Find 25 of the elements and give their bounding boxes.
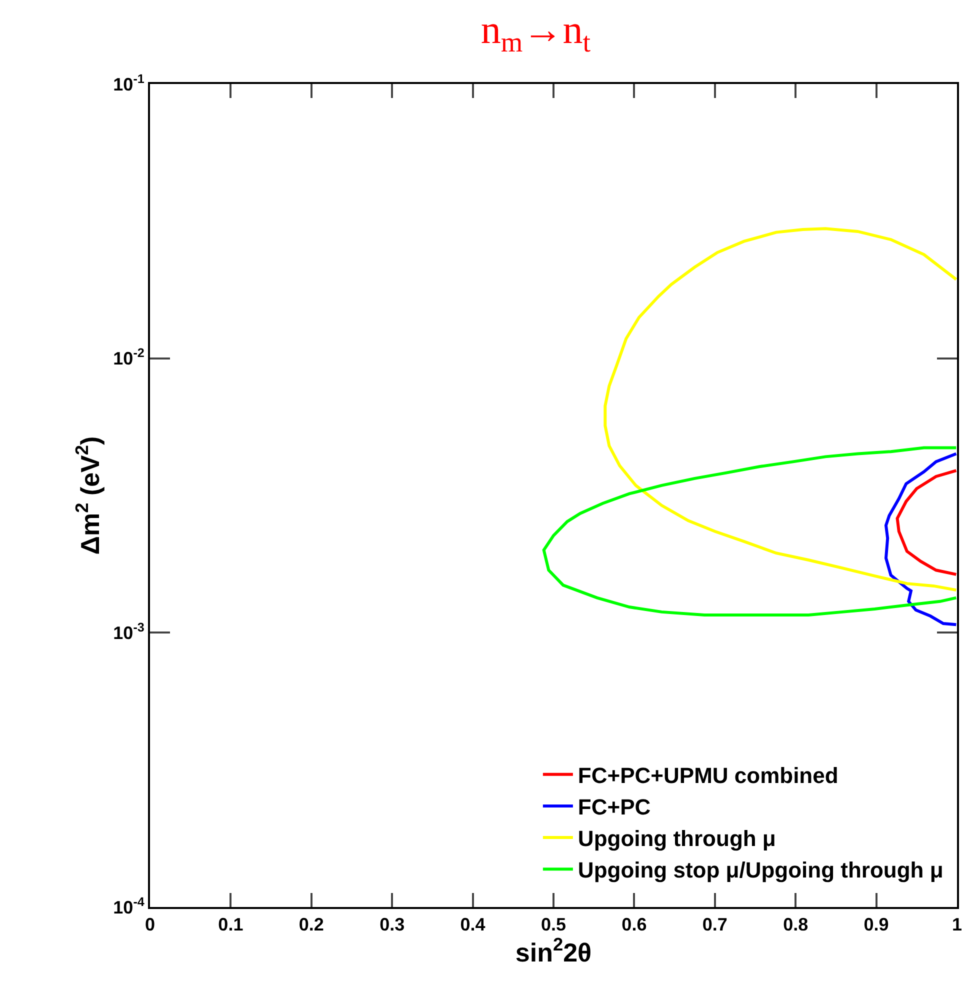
chart-title: n$_{m}$→n$_{t}$ bbox=[480, 6, 591, 58]
x-tick-label: 0.8 bbox=[783, 914, 808, 935]
line-series bbox=[604, 227, 957, 592]
line-series bbox=[542, 446, 957, 616]
x-tick-label: 1 bbox=[952, 914, 962, 935]
x-tick-label: 0.4 bbox=[460, 914, 486, 935]
y-tick-label: 10$^{-3}$ bbox=[113, 620, 144, 643]
x-tick-label: 0.5 bbox=[540, 914, 566, 935]
x-tick-label: 0.6 bbox=[622, 914, 647, 935]
x-tick-label: 0.9 bbox=[864, 914, 889, 935]
line-series bbox=[896, 469, 957, 576]
y-tick-label: 10$^{-1}$ bbox=[113, 72, 144, 94]
legend-label: Upgoing through μ bbox=[578, 826, 776, 852]
x-tick-label: 0.1 bbox=[218, 914, 244, 935]
legend-label: FC+PC bbox=[578, 794, 651, 820]
x-tick-label: 0.7 bbox=[702, 914, 728, 935]
x-tick-label: 0.3 bbox=[380, 914, 405, 935]
y-tick-label: 10$^{-2}$ bbox=[113, 346, 144, 369]
y-tick-label: 10$^{-4}$ bbox=[113, 894, 144, 918]
x-tick-label: 0.2 bbox=[298, 914, 324, 935]
line-series bbox=[884, 452, 957, 626]
x-axis-title: sin$^{2}$2θ bbox=[515, 934, 592, 968]
legend-label: FC+PC+UPMU combined bbox=[578, 762, 838, 788]
legend-label: Upgoing stop μ/Upgoing through μ bbox=[578, 858, 944, 883]
x-tick-label: 0 bbox=[144, 914, 156, 935]
